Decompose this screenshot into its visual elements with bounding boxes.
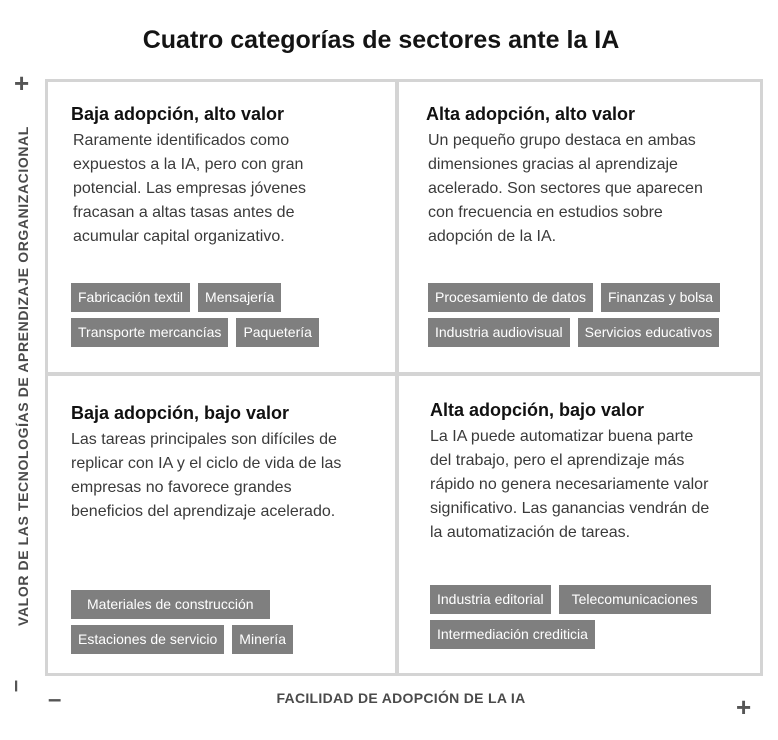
quadrant-grid: Baja adopción, alto valor Raramente iden… (45, 79, 763, 676)
quadrant-top-left: Baja adopción, alto valor Raramente iden… (48, 82, 395, 372)
sector-tag: Industria audiovisual (428, 318, 570, 347)
quadrant-title: Baja adopción, alto valor (71, 104, 285, 124)
quadrant-description: Un pequeño grupo destaca en ambas dimens… (428, 132, 703, 245)
quadrant-title: Baja adopción, bajo valor (71, 403, 290, 423)
sector-tag: Estaciones de servicio (71, 625, 225, 654)
sector-tag: Minería (232, 625, 293, 654)
y-axis-label: VALOR DE LAS TECNOLOGÍAS DE APRENDIZAJE … (15, 126, 31, 626)
quadrant-description: La IA puede automatizar buena parte del … (430, 428, 710, 541)
sector-tag: Paquetería (236, 318, 319, 347)
sector-tag: Materiales de construcción (71, 590, 270, 619)
quadrant-title: Alta adopción, alto valor (426, 104, 636, 124)
sector-tag: Finanzas y bolsa (600, 283, 721, 312)
tag-group: Materiales de construcción Estaciones de… (71, 590, 293, 660)
x-axis-label: FACILIDAD DE ADOPCIÓN DE LA IA (276, 690, 526, 706)
sector-tag: Procesamiento de datos (428, 283, 593, 312)
sector-tag: Servicios educativos (577, 318, 720, 347)
quadrant-bottom-right: Alta adopción, bajo valor La IA puede au… (399, 376, 760, 673)
tag-group: Fabricación textil Mensajería Transporte… (71, 283, 319, 353)
sector-tag: Intermediación crediticia (430, 620, 595, 649)
x-axis-minus: – (48, 686, 62, 713)
quadrant-description: Raramente identificados como expuestos a… (73, 132, 307, 245)
tag-group: Industria editorial Telecomunicaciones I… (430, 585, 711, 655)
sector-tag: Mensajería (198, 283, 282, 312)
diagram-title: Cuatro categorías de sectores ante la IA (142, 26, 620, 54)
tag-group: Procesamiento de datos Finanzas y bolsa … (428, 283, 721, 353)
quadrant-top-right: Alta adopción, alto valor Un pequeño gru… (399, 82, 760, 372)
sector-tag: Fabricación textil (71, 283, 191, 312)
quadrant-bottom-left: Baja adopción, bajo valor Las tareas pri… (48, 376, 395, 673)
x-axis-plus: + (736, 692, 752, 722)
quadrant-description: Las tareas principales son difíciles de … (71, 431, 342, 520)
sector-tag: Telecomunicaciones (558, 585, 711, 614)
y-axis-plus: + (14, 68, 30, 98)
sector-tag: Industria editorial (430, 585, 551, 614)
sector-tag: Transporte mercancías (71, 318, 229, 347)
quadrant-title: Alta adopción, bajo valor (430, 400, 645, 420)
